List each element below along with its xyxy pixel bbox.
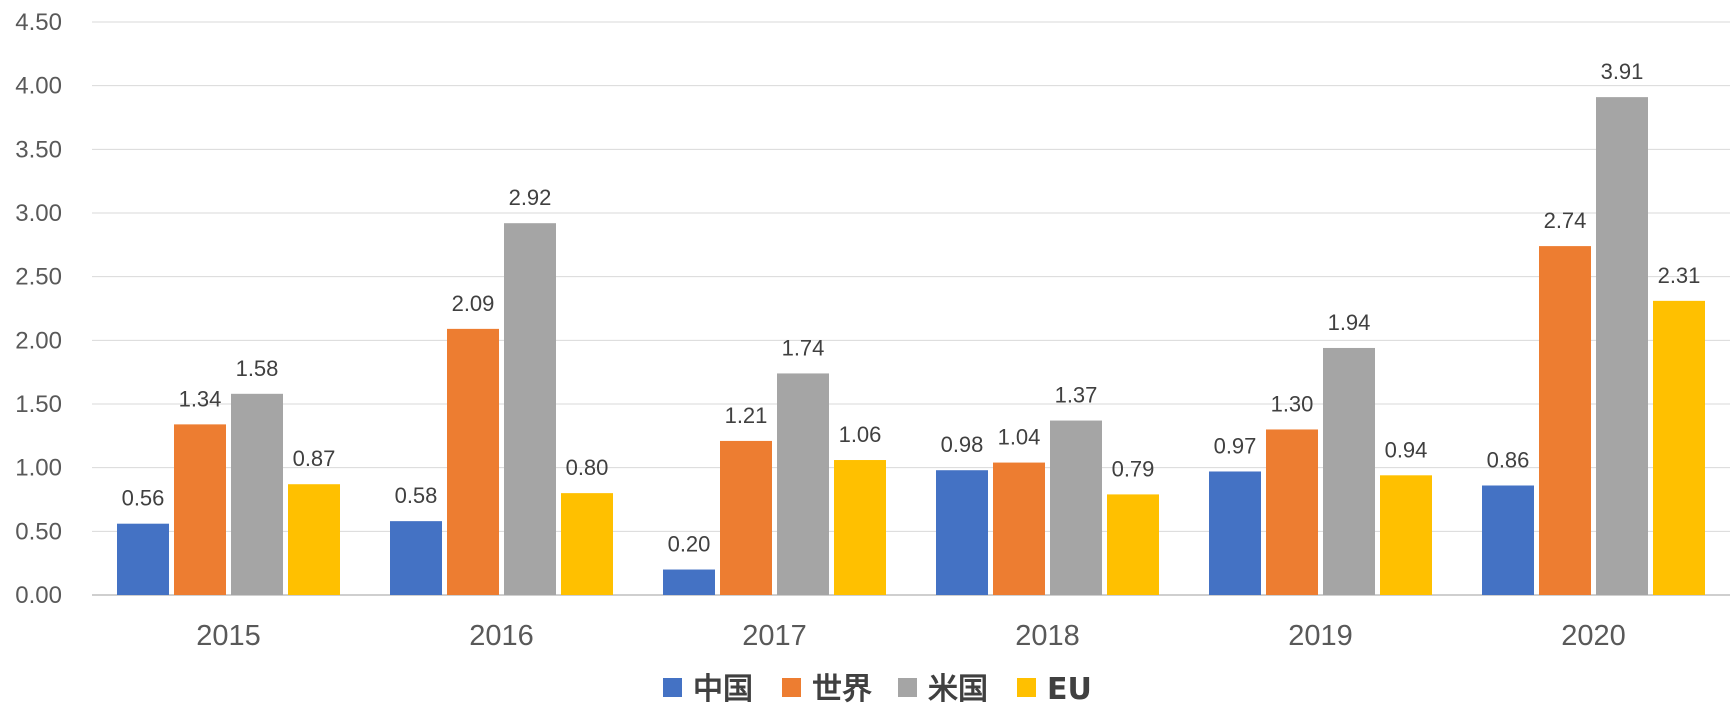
y-tick-label: 0.50 <box>15 518 62 545</box>
y-tick-label: 0.00 <box>15 582 62 609</box>
data-label: 0.20 <box>668 532 711 557</box>
y-tick-label: 2.00 <box>15 327 62 354</box>
data-label: 0.56 <box>122 486 165 511</box>
x-tick-label: 2017 <box>742 620 807 652</box>
legend-swatch <box>663 678 682 697</box>
data-label: 1.94 <box>1328 310 1371 335</box>
data-label: 2.92 <box>509 185 552 210</box>
bar-2017-中国 <box>663 569 715 595</box>
data-label: 0.98 <box>941 432 984 457</box>
data-label: 3.91 <box>1601 59 1644 84</box>
data-label: 1.58 <box>236 356 279 381</box>
data-label: 0.94 <box>1385 437 1428 462</box>
bar-2015-米国 <box>231 393 283 595</box>
x-tick-label: 2018 <box>1015 620 1080 652</box>
data-label: 1.34 <box>179 386 222 411</box>
bar-2020-米国 <box>1596 97 1648 596</box>
x-tick-label: 2019 <box>1288 620 1353 652</box>
bar-2018-EU <box>1107 494 1159 595</box>
data-label: 2.09 <box>452 291 495 316</box>
bar-2020-中国 <box>1482 485 1534 595</box>
legend-label: 中国 <box>693 672 753 707</box>
data-label: 1.04 <box>998 425 1041 450</box>
gridlines <box>92 21 1730 596</box>
x-tick-label: 2015 <box>196 620 261 652</box>
legend-swatch <box>1017 678 1036 697</box>
y-tick-label: 1.00 <box>15 455 62 482</box>
bar-2019-EU <box>1380 475 1432 595</box>
bar-2015-EU <box>288 484 340 595</box>
bar-2017-世界 <box>720 440 772 595</box>
data-label: 2.31 <box>1658 263 1701 288</box>
bar-2020-世界 <box>1539 246 1591 595</box>
bar-2018-中国 <box>936 470 988 595</box>
legend-label: 世界 <box>812 672 872 707</box>
legend-label: 米国 <box>928 672 988 707</box>
x-tick-label: 2016 <box>469 620 534 652</box>
data-label: 1.74 <box>782 335 825 360</box>
y-tick-label: 1.50 <box>15 391 62 418</box>
bar-2019-世界 <box>1266 429 1318 595</box>
bar-2015-中国 <box>117 523 169 595</box>
bar-2020-EU <box>1653 300 1705 595</box>
bar-2016-中国 <box>390 521 442 595</box>
data-label: 0.58 <box>395 483 438 508</box>
y-tick-label: 2.50 <box>15 264 62 291</box>
legend-swatch <box>782 678 801 697</box>
data-label: 1.30 <box>1271 391 1314 416</box>
bar-2019-米国 <box>1323 347 1375 595</box>
data-labels: 0.56 1.34 1.58 0.87 0.58 2.09 2.92 0.80 0.20 1.21… <box>122 59 1701 556</box>
data-label: 1.37 <box>1055 383 1098 408</box>
y-axis-ticks: 0.00 0.50 1.00 1.50 2.00 2.50 3.00 3.50 4.00 4.50 <box>15 9 62 609</box>
bar-2015-世界 <box>174 424 226 595</box>
legend-label: EU <box>1047 672 1092 707</box>
bar-2017-EU <box>834 460 886 595</box>
bar-2016-米国 <box>504 223 556 596</box>
data-label: 0.97 <box>1214 433 1257 458</box>
legend: 中国 世界 米国 EU <box>663 672 1092 707</box>
y-tick-label: 4.00 <box>15 73 62 100</box>
data-label: 0.86 <box>1487 447 1530 472</box>
data-label: 1.06 <box>839 422 882 447</box>
bar-2018-世界 <box>993 462 1045 595</box>
bar-2016-世界 <box>447 328 499 595</box>
bars <box>117 97 1705 596</box>
y-tick-label: 3.00 <box>15 200 62 227</box>
data-label: 0.79 <box>1112 456 1155 481</box>
legend-swatch <box>898 678 917 697</box>
bar-2019-中国 <box>1209 471 1261 595</box>
y-tick-label: 4.50 <box>15 9 62 36</box>
data-label: 2.74 <box>1544 208 1587 233</box>
bar-2018-米国 <box>1050 420 1102 595</box>
data-label: 1.21 <box>725 403 768 428</box>
data-label: 0.87 <box>293 446 336 471</box>
x-tick-label: 2020 <box>1561 620 1626 652</box>
data-label: 0.80 <box>566 455 609 480</box>
x-axis-ticks: 2015 2016 2017 2018 2019 2020 <box>196 620 1626 652</box>
bar-2016-EU <box>561 493 613 595</box>
y-tick-label: 3.50 <box>15 136 62 163</box>
bar-2017-米国 <box>777 373 829 595</box>
